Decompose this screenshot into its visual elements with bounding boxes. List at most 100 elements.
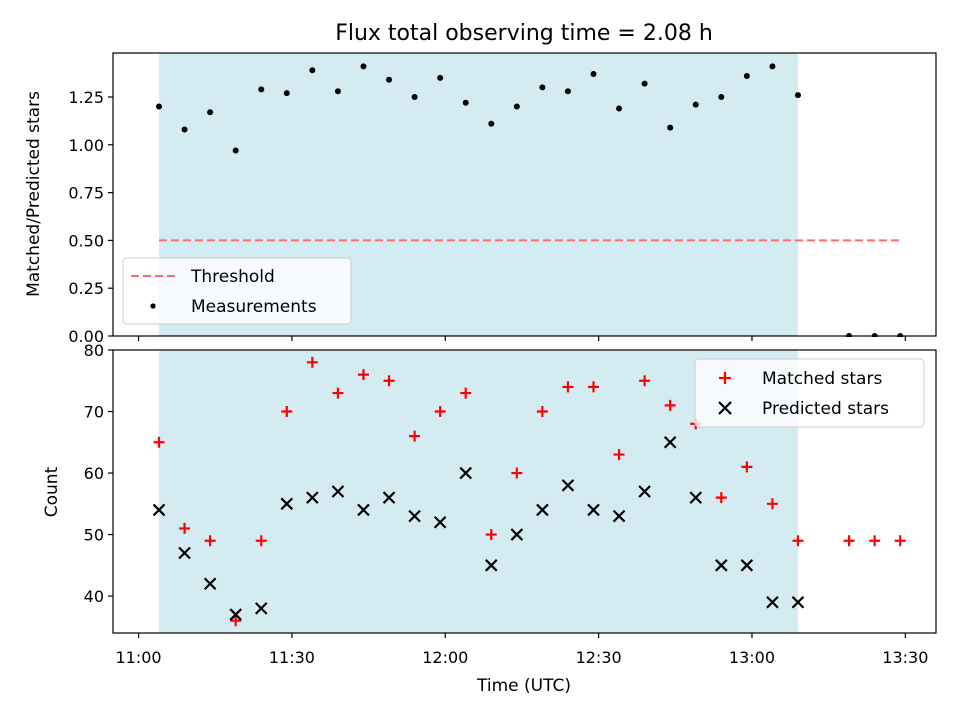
y-tick-label: 50 — [84, 526, 104, 545]
legend-measurements-swatch — [150, 303, 156, 309]
legend-predicted-swatch — [718, 401, 732, 415]
matched-star-point — [869, 535, 881, 547]
y-tick-label: 0.25 — [68, 279, 104, 298]
measurement-point — [641, 80, 648, 87]
predicted-star-point — [178, 546, 191, 560]
predicted-star-point — [357, 503, 370, 517]
chart-title: Flux total observing time = 2.08 h — [335, 21, 713, 46]
matched-star-point — [664, 399, 676, 411]
predicted-star-point — [433, 515, 447, 529]
matched-star-point — [383, 375, 395, 387]
matched-star-point — [153, 436, 165, 448]
matched-star-point — [485, 529, 497, 541]
predicted-star-point — [331, 485, 345, 498]
axes-frame — [112, 349, 937, 634]
legend-box — [694, 358, 925, 428]
legend-matched-label: Matched stars — [762, 369, 882, 389]
matched-star-point — [536, 406, 548, 418]
predicted-star-point — [638, 485, 651, 498]
predicted-star-point — [663, 436, 677, 449]
predicted-star-point — [689, 491, 703, 504]
y-tick-label: 0.00 — [68, 327, 104, 346]
matched-star-point — [434, 406, 446, 418]
legend-threshold-label: Threshold — [190, 267, 275, 287]
matched-star-point — [255, 535, 267, 547]
x-tick-label: 12:00 — [422, 648, 468, 667]
measurement-point — [590, 71, 597, 78]
y-tick-label: 0.50 — [68, 231, 104, 250]
measurement-point — [232, 147, 239, 154]
measurement-point — [564, 88, 571, 95]
predicted-star-point — [306, 491, 319, 504]
predicted-star-point — [229, 608, 242, 621]
measurement-point — [513, 103, 520, 110]
y-tick-label: 40 — [84, 587, 104, 606]
measurement-point — [334, 88, 341, 95]
measurement-point — [360, 63, 367, 70]
matched-star-point — [639, 375, 651, 387]
measurement-point — [667, 124, 674, 131]
x-tick-label: 12:30 — [576, 648, 622, 667]
y-tick-label: 70 — [84, 403, 104, 422]
measurement-point — [794, 92, 801, 99]
measurement-point — [181, 126, 188, 133]
x-tick-label: 13:00 — [729, 648, 775, 667]
legend-box — [122, 257, 352, 325]
measurement-point — [156, 103, 163, 110]
measurement-point — [258, 86, 265, 93]
x-tick-label: 11:00 — [116, 648, 162, 667]
measurement-point — [386, 76, 393, 83]
plot-area — [156, 63, 904, 337]
predicted-star-point — [254, 602, 268, 615]
predicted-star-point — [280, 497, 294, 511]
predicted-star-point — [715, 559, 728, 572]
predicted-star-point — [766, 595, 779, 609]
predicted-star-point — [459, 466, 472, 480]
y-tick-label: 60 — [84, 464, 104, 483]
measurement-point — [411, 93, 418, 100]
y-tick-label: 1.00 — [68, 136, 104, 155]
predicted-star-point — [203, 577, 217, 591]
legend-predicted-label: Predicted stars — [762, 399, 889, 419]
matched-star-point — [613, 449, 625, 461]
predicted-star-point — [152, 503, 166, 517]
matched-star-point — [409, 430, 421, 442]
y-tick-label: 1.25 — [68, 88, 104, 107]
matched-star-point — [460, 387, 472, 399]
y-tick-label: 80 — [84, 341, 104, 360]
measurement-point — [207, 109, 214, 116]
matched-star-point — [741, 461, 753, 473]
x-tick-label: 13:30 — [882, 648, 928, 667]
matched-star-point — [843, 535, 855, 547]
measurement-point — [718, 93, 725, 100]
predicted-star-point — [791, 595, 805, 609]
predicted-star-point — [484, 559, 498, 572]
measurement-point — [616, 105, 623, 112]
matched-star-point — [511, 467, 523, 479]
measurement-point — [769, 63, 776, 70]
measurement-point — [283, 90, 290, 97]
bottom-y-axis-label: Count — [42, 466, 62, 517]
matched-star-point — [179, 522, 191, 534]
measurement-point — [437, 74, 444, 81]
predicted-star-point — [510, 528, 524, 541]
top-y-axis-label: Matched/Predicted stars — [24, 91, 44, 297]
observing-interval-shade — [159, 350, 798, 633]
measurement-point — [539, 84, 546, 91]
matched-star-point — [894, 535, 906, 547]
measurement-point — [488, 120, 495, 127]
legend-matched-swatch — [719, 372, 731, 384]
matched-star-point — [357, 369, 369, 381]
measurement-point — [309, 67, 316, 74]
matched-star-point — [766, 498, 778, 510]
matched-star-point — [715, 492, 727, 504]
matched-star-point — [230, 615, 242, 627]
x-axis-label: Time (UTC) — [476, 676, 571, 696]
predicted-star-point — [612, 509, 626, 523]
measurement-point — [743, 72, 750, 79]
predicted-star-point — [382, 491, 396, 504]
predicted-star-point — [740, 559, 754, 572]
matched-star-point — [306, 356, 318, 368]
predicted-star-point — [587, 503, 600, 517]
